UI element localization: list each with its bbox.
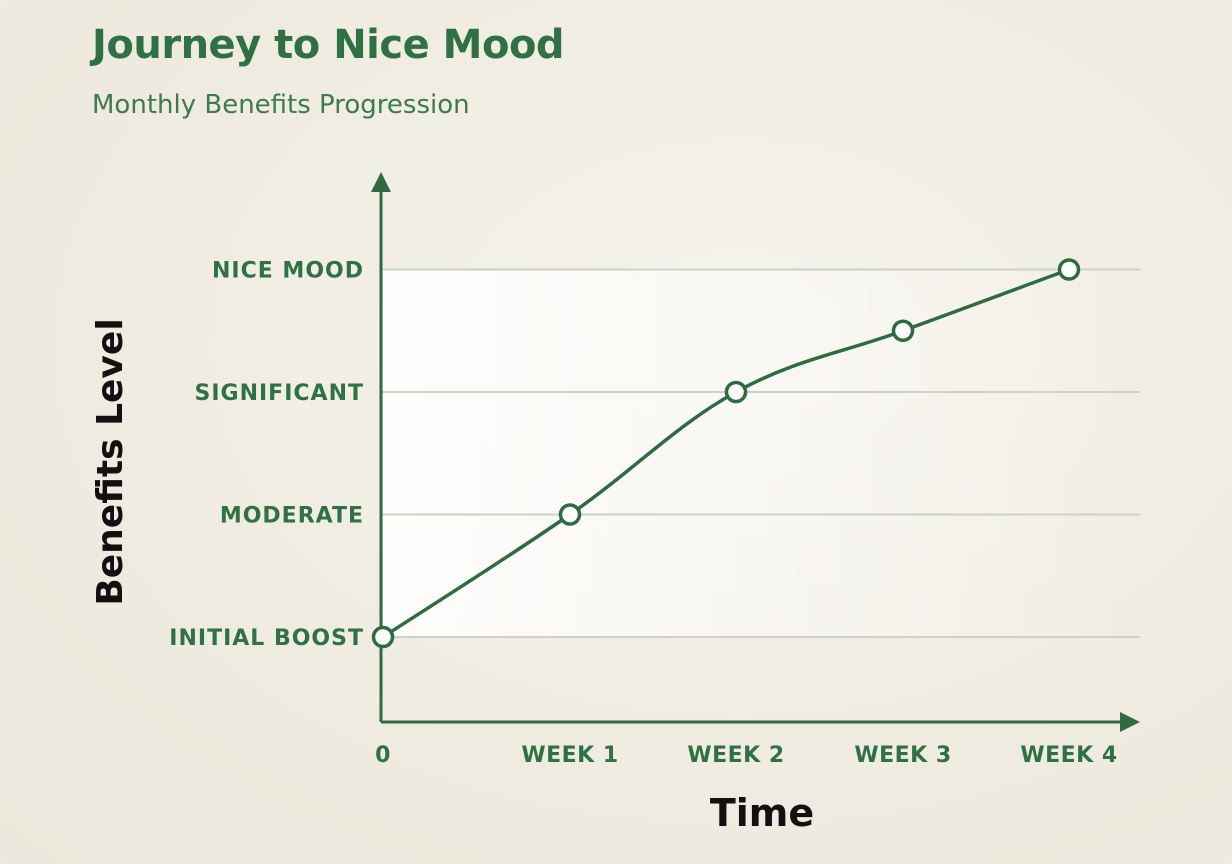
data-point <box>891 319 915 342</box>
y-axis-arrow <box>371 172 391 192</box>
chart-title: Journey to Nice Mood <box>92 22 565 68</box>
y-tick-label: NICE MOOD <box>212 259 364 284</box>
y-tick-label: INITIAL BOOST <box>169 626 364 651</box>
data-point <box>371 625 395 649</box>
data-point <box>1057 258 1081 281</box>
gridlines <box>381 268 1140 638</box>
y-tick-label: MODERATE <box>220 504 364 529</box>
data-points <box>371 258 1081 649</box>
plot-background <box>383 270 1140 638</box>
x-tick-label: WEEK 4 <box>1020 743 1117 768</box>
y-tick-label: SIGNIFICANT <box>195 381 365 406</box>
x-tick-label: WEEK 2 <box>687 743 784 768</box>
data-point <box>558 503 582 526</box>
x-tick-label: WEEK 3 <box>854 743 951 768</box>
y-axis-label: Benefits Level <box>90 318 131 605</box>
y-tick-labels: INITIAL BOOST MODERATE SIGNIFICANT NICE MOO… <box>169 259 365 652</box>
data-point <box>724 380 748 404</box>
x-tick-label: WEEK 1 <box>521 743 618 768</box>
x-axis-label: Time <box>710 791 814 835</box>
chart-subtitle: Monthly Benefits Progression <box>92 90 470 120</box>
x-tick-labels: 0 WEEK 1 WEEK 2 WEEK 3 WEEK 4 <box>375 743 1117 768</box>
x-tick-label: 0 <box>375 743 391 768</box>
x-axis-arrow <box>1120 712 1140 732</box>
